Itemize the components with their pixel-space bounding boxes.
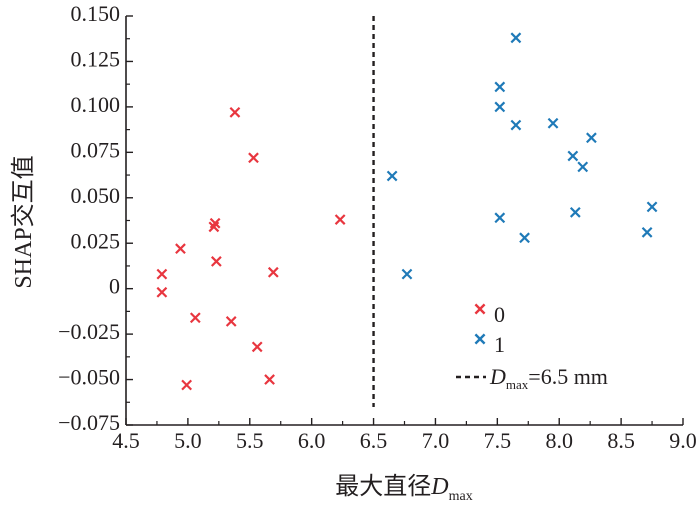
y-tick-label: −0.075 [58, 410, 120, 435]
scatter-point-series-1 [519, 232, 530, 244]
scatter-point-series-1 [567, 150, 579, 162]
x-axis-label-var: D [430, 474, 448, 500]
scatter-point-series-0 [209, 217, 221, 229]
scatter-point-series-1 [494, 81, 506, 93]
y-tick-label: 0.050 [71, 183, 121, 208]
legend-marker-series-0 [474, 303, 486, 315]
legend-entry-reference-line: Dmax=6.5 mm [456, 364, 608, 392]
scatter-points [156, 32, 658, 391]
y-tick-label: 0.025 [71, 228, 121, 253]
x-tick-label: 4.5 [112, 428, 140, 453]
scatter-point-series-0 [264, 374, 275, 385]
x-axis-label-main: 最大直径 [335, 473, 431, 500]
scatter-point-series-0 [267, 266, 279, 278]
legend-ref-var: D [489, 364, 506, 389]
x-tick-label: 7.0 [422, 428, 450, 453]
scatter-point-series-0 [229, 106, 241, 118]
scatter-point-series-1 [577, 161, 589, 173]
legend-marker-series-1 [474, 333, 486, 345]
x-tick-label: 8.0 [545, 428, 573, 453]
scatter-point-series-0 [248, 152, 259, 164]
scatter-point-series-0 [181, 379, 193, 391]
x-tick-label: 6.0 [298, 428, 326, 453]
scatter-point-series-1 [569, 206, 581, 218]
legend-entry-series-1: 1 [474, 332, 505, 357]
legend-label-series-0: 0 [494, 302, 505, 327]
scatter-point-series-1 [494, 101, 506, 113]
legend: 0 1 Dmax=6.5 mm [456, 302, 608, 392]
legend-entry-series-0: 0 [474, 302, 505, 327]
y-tick-label: 0.150 [71, 1, 121, 26]
scatter-point-series-1 [646, 201, 658, 213]
scatter-point-series-1 [494, 212, 506, 224]
y-tick-label: 0 [109, 274, 120, 299]
scatter-point-series-1 [386, 170, 398, 182]
scatter-point-series-0 [189, 312, 201, 324]
x-tick-label: 9.0 [669, 428, 697, 453]
legend-ref-sub: max [506, 377, 529, 392]
x-tick-label: 6.5 [360, 428, 388, 453]
legend-ref-label: Dmax=6.5 mm [489, 364, 608, 392]
scatter-point-series-1 [401, 268, 413, 280]
scatter-point-series-0 [251, 341, 263, 353]
y-tick-label: 0.125 [71, 46, 121, 71]
y-tick-label: 0.100 [71, 92, 121, 117]
scatter-point-series-0 [156, 268, 168, 280]
legend-ref-text: =6.5 mm [528, 364, 608, 389]
scatter-point-series-1 [510, 119, 522, 131]
scatter-point-series-0 [156, 286, 168, 298]
scatter-point-series-0 [175, 243, 186, 255]
scatter-point-series-1 [510, 32, 522, 44]
x-tick-label: 8.5 [607, 428, 635, 453]
scatter-point-series-0 [225, 316, 237, 327]
y-axis-label: SHAP交互值 [10, 155, 37, 288]
scatter-point-series-1 [641, 226, 653, 238]
legend-label-series-1: 1 [494, 332, 505, 357]
scatter-point-series-1 [547, 117, 559, 129]
y-tick-label: −0.050 [58, 365, 120, 390]
scatter-point-series-1 [586, 132, 597, 144]
x-ticks: 4.5 5.0 5.5 6.0 6.5 7.0 7.5 8.0 8.5 9.0 [112, 418, 697, 453]
scatter-point-series-0 [210, 256, 222, 267]
y-tick-label: −0.025 [58, 319, 120, 344]
scatter-point-series-0 [334, 214, 346, 225]
x-tick-label: 5.5 [236, 428, 264, 453]
x-tick-label: 7.5 [484, 428, 512, 453]
x-axis-label-sub: max [449, 489, 473, 504]
x-tick-label: 5.0 [174, 428, 202, 453]
y-ticks: 0.150 0.125 0.100 0.075 0.050 0.025 0 −0.025 −0.… [58, 1, 133, 435]
x-axis-label: 最大直径Dmax [335, 473, 472, 504]
y-tick-label: 0.075 [71, 137, 121, 162]
